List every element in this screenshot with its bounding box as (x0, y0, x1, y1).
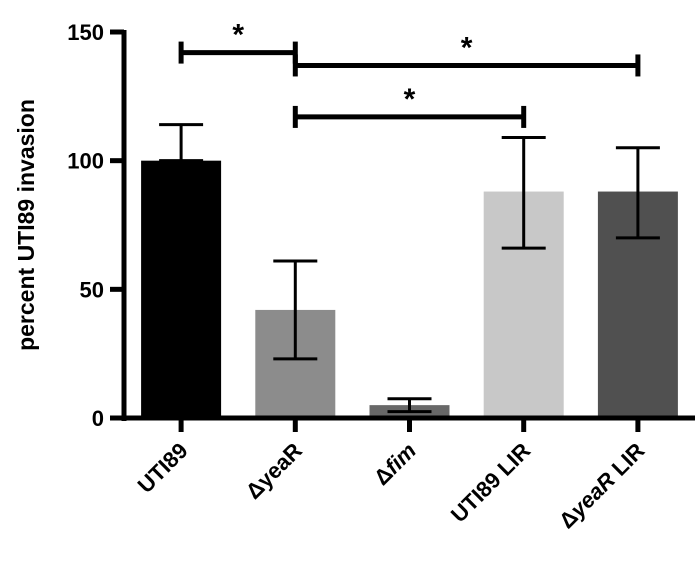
y-tick-label-0: 0 (92, 406, 104, 431)
category-label-4: ΔyeaR LIR (554, 438, 650, 534)
sig-star-2: * (404, 83, 416, 116)
category-labels: UTI89 ΔyeaR Δfim UTI89 LIR ΔyeaR LIR (133, 438, 650, 534)
bar-0 (141, 160, 222, 418)
y-axis: 0 50 100 150 (67, 20, 127, 431)
y-tick-label-50: 50 (80, 277, 104, 302)
sig-star-1: * (461, 31, 473, 64)
y-tick-label-100: 100 (67, 149, 104, 174)
sig-star-0: * (232, 19, 244, 52)
bars (141, 160, 678, 418)
error-bars (159, 123, 660, 414)
category-label-2: Δfim (369, 438, 421, 490)
x-ticks (178, 418, 641, 432)
category-label-0: UTI89 (133, 438, 193, 498)
y-tick-label-150: 150 (67, 20, 104, 45)
category-label-1: ΔyeaR (241, 438, 307, 504)
significance-brackets: * * * (178, 19, 641, 128)
category-label-3: UTI89 LIR (446, 438, 536, 528)
y-axis-label: percent UTI89 invasion (13, 99, 39, 351)
